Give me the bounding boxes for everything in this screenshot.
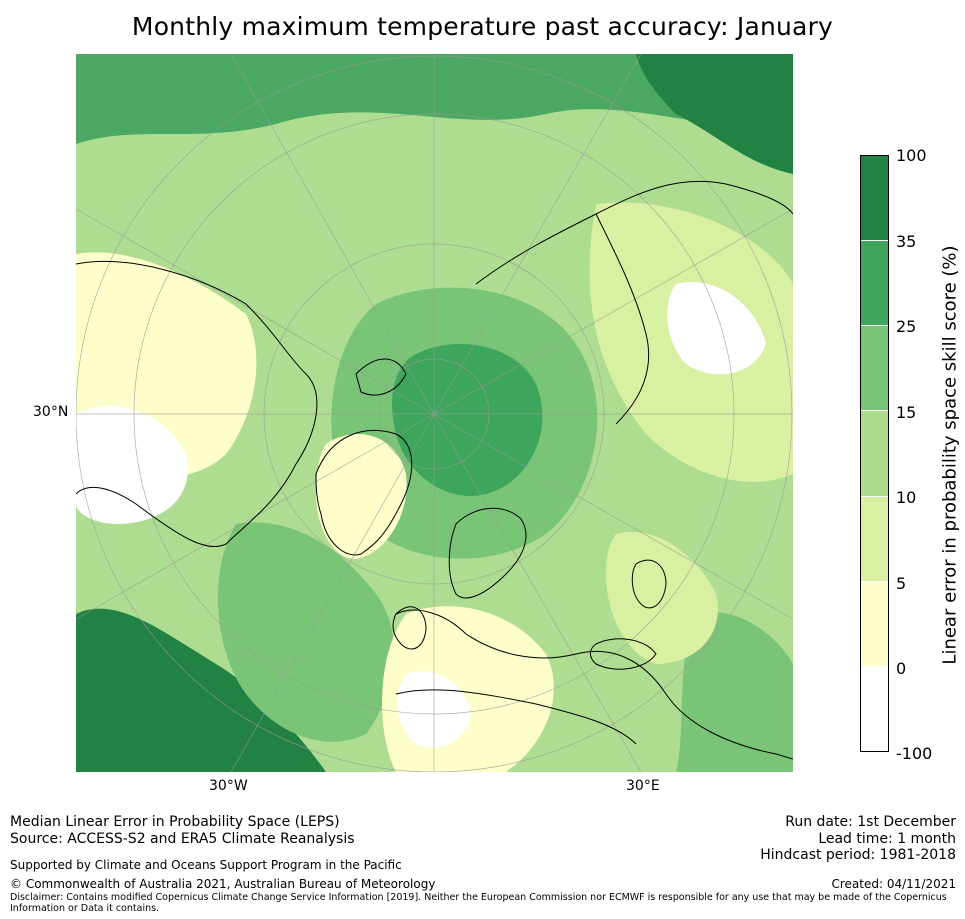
footer-run-date: Run date: 1st December <box>785 814 956 830</box>
colorbar-segment-10-15 <box>861 411 888 497</box>
polar-skill-map <box>76 54 793 772</box>
colorbar-segment-35-100 <box>861 156 888 242</box>
bottom-left-dark <box>76 608 326 772</box>
coast-north-america <box>76 260 318 548</box>
lon-label-30e: 30°E <box>626 778 660 794</box>
north-pacific-dark <box>76 54 793 144</box>
colorbar-tick: 0 <box>896 659 907 678</box>
footer-hindcast: Hindcast period: 1981-2018 <box>760 847 956 863</box>
meridian-120e <box>433 208 793 415</box>
coast-siberia <box>475 180 793 285</box>
coast-greenland <box>315 429 413 556</box>
colorbar-label: Linear error in probability space skill … <box>939 245 961 665</box>
meridian-60w <box>76 413 435 620</box>
coast-arctic-islands <box>355 358 407 396</box>
colorbar-segment-0-5 <box>861 581 888 667</box>
footer-support: Supported by Climate and Oceans Support … <box>10 858 402 872</box>
lon-label-30w: 30°W <box>209 778 248 794</box>
coast-asia-east <box>595 213 650 425</box>
footer-copyright: © Commonwealth of Australia 2021, Austra… <box>10 877 436 891</box>
colorbar-tick: 35 <box>896 232 917 251</box>
lat-label-30n: 30°N <box>33 404 69 420</box>
meridian-30w <box>230 413 435 772</box>
footer-leps: Median Linear Error in Probability Space… <box>10 814 340 830</box>
chart-title: Monthly maximum temperature past accurac… <box>131 12 834 41</box>
colorbar-segment-neg100-0 <box>861 666 888 751</box>
canada-white <box>76 406 188 524</box>
meridian-150e <box>433 54 642 415</box>
colorbar-tick: 15 <box>896 403 917 422</box>
meridian-60e <box>433 413 793 620</box>
colorbar <box>860 155 889 752</box>
colorbar-tick: 100 <box>896 146 927 165</box>
coast-scandinavia <box>448 507 527 599</box>
asia-white-1 <box>667 282 766 375</box>
top-right-dark <box>636 54 793 174</box>
meridian-120w <box>76 208 435 415</box>
footer-disclaimer: Disclaimer: Contains modified Copernicus… <box>10 892 947 914</box>
coast-mediterranean <box>395 689 637 745</box>
footer-lead-time: Lead time: 1 month <box>818 831 956 847</box>
coast-british-isles <box>392 606 427 650</box>
colorbar-tick: 10 <box>896 488 917 507</box>
colorbar-segment-25-35 <box>861 241 888 327</box>
meridian-150w <box>230 54 435 415</box>
atlantic-mid <box>217 522 395 742</box>
meridian-30e <box>433 413 642 772</box>
footer-source: Source: ACCESS-S2 and ERA5 Climate Reana… <box>10 831 355 847</box>
colorbar-segment-15-25 <box>861 326 888 412</box>
coast-black-sea <box>589 638 657 670</box>
colorbar-tick: -100 <box>896 744 933 763</box>
greenland-pale <box>316 434 407 559</box>
colorbar-tick: 25 <box>896 317 917 336</box>
coast-caspian <box>631 559 667 609</box>
south-east-patch <box>676 612 793 772</box>
arctic-dark-core <box>392 344 543 496</box>
colorbar-tick: 5 <box>896 574 907 593</box>
footer-created: Created: 04/11/2021 <box>831 877 956 891</box>
colorbar-segment-5-10 <box>861 496 888 582</box>
coast-europe <box>395 609 793 760</box>
